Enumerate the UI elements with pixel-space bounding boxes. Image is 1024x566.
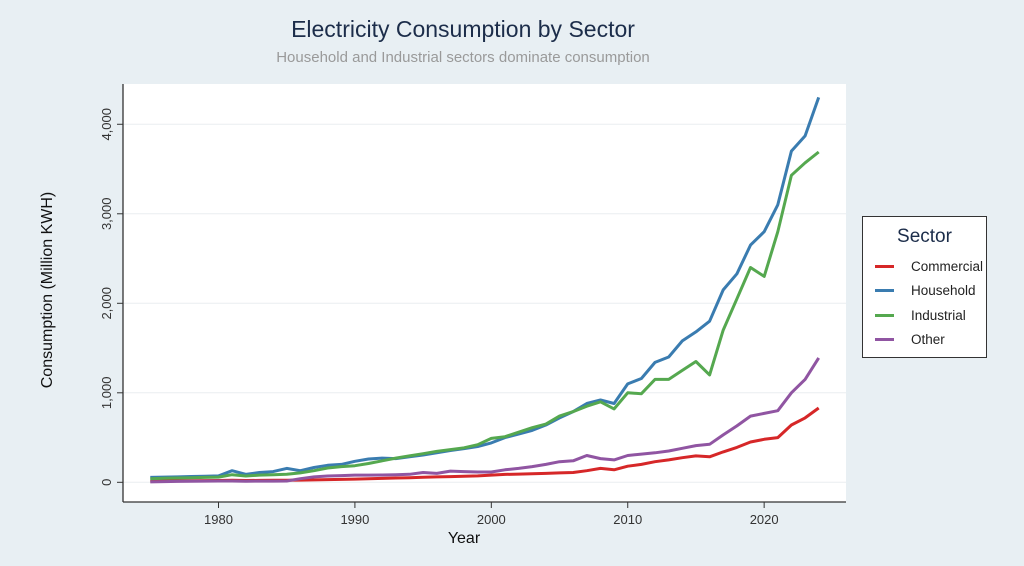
x-tick-label: 2000: [477, 512, 506, 527]
y-tick-label: 1,000: [99, 377, 114, 410]
legend-item-commercial: Commercial: [863, 254, 986, 279]
y-tick-label: 4,000: [99, 108, 114, 141]
legend-label: Industrial: [911, 307, 966, 323]
chart-subtitle: Household and Industrial sectors dominat…: [276, 49, 650, 66]
legend-label: Other: [911, 332, 945, 348]
legend-title: Sector: [897, 226, 952, 247]
y-tick-label: 2,000: [99, 287, 114, 320]
y-tick-label: 3,000: [99, 198, 114, 231]
legend: Sector Commercial Household Industrial Othe…: [862, 216, 987, 358]
legend-swatch: [875, 264, 894, 268]
x-tick-label: 1990: [340, 512, 369, 527]
legend-label: Commercial: [911, 258, 984, 274]
x-tick-label: 1980: [204, 512, 233, 527]
x-axis-label: Year: [448, 530, 481, 547]
series-line-other: [150, 357, 820, 484]
x-tick-label: 2010: [613, 512, 642, 527]
legend-item-industrial: Industrial: [863, 303, 986, 328]
legend-swatch: [875, 338, 894, 342]
legend-item-household: Household: [863, 279, 986, 304]
x-tick-label: 2020: [750, 512, 779, 527]
y-tick-label: 0: [99, 479, 114, 486]
y-axis-label: Consumption (Million KWH): [39, 192, 56, 389]
legend-swatch: [875, 289, 894, 293]
legend-swatch: [875, 313, 894, 317]
legend-item-other: Other: [863, 328, 986, 353]
chart-title: Electricity Consumption by Sector: [291, 16, 635, 42]
plot-area: [123, 84, 846, 502]
series-line-household: [150, 96, 821, 479]
legend-label: Household: [911, 283, 976, 299]
series-line-industrial: [150, 150, 820, 481]
